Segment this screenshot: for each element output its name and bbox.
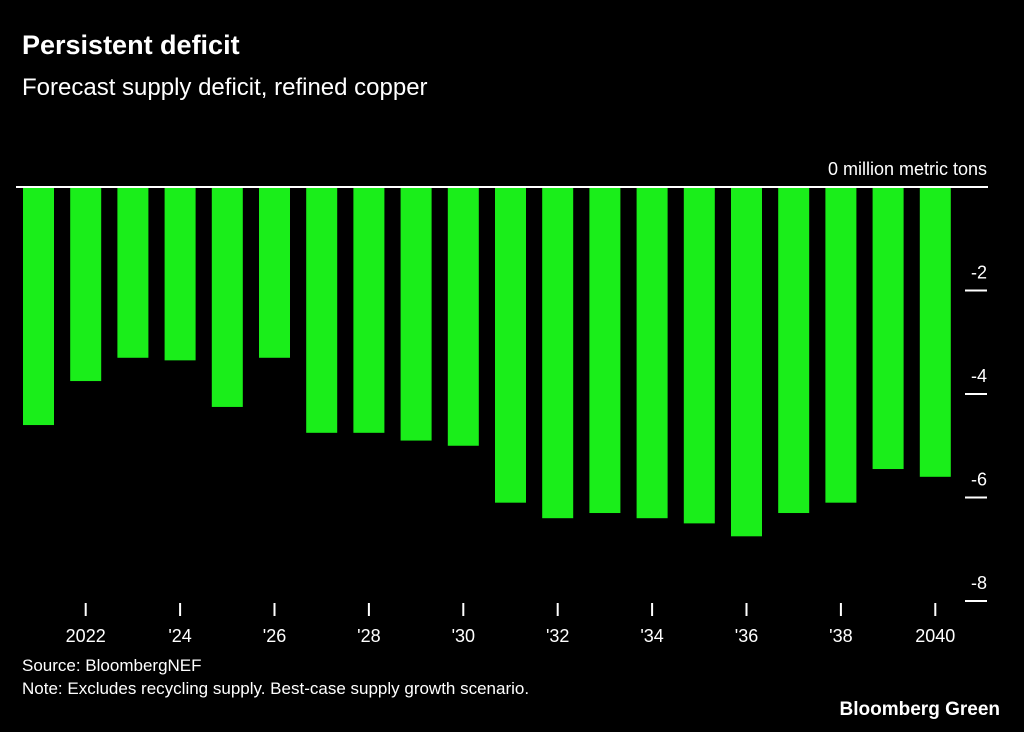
bar-2025 [211, 187, 243, 407]
bar-2034 [636, 187, 668, 519]
y-tick-label: 0 million metric tons [828, 159, 987, 179]
x-tick-label: '26 [263, 626, 286, 646]
x-tick-label: 2040 [915, 626, 955, 646]
bar-2031 [495, 187, 526, 503]
bar-2027 [306, 187, 338, 433]
x-tick-label: '30 [452, 626, 475, 646]
bar-2021 [23, 187, 54, 426]
bar-2026 [259, 187, 290, 358]
y-tick-label: -6 [971, 470, 987, 490]
x-tick-label: '32 [546, 626, 569, 646]
bar-2028 [353, 187, 385, 433]
bar-2024 [164, 187, 196, 361]
bar-2033 [589, 187, 621, 514]
bar-2035 [683, 187, 715, 524]
x-tick-label: 2022 [66, 626, 106, 646]
bar-2029 [400, 187, 432, 441]
bar-2038 [825, 187, 857, 503]
bar-2030 [447, 187, 479, 446]
bar-2040 [919, 187, 951, 477]
y-tick-label: -4 [971, 366, 987, 386]
x-tick-label: '34 [640, 626, 663, 646]
bar-2037 [778, 187, 810, 514]
x-tick-label: '24 [168, 626, 191, 646]
x-tick-label: '38 [829, 626, 852, 646]
bar-2039 [872, 187, 904, 470]
bar-2032 [542, 187, 574, 519]
bloomberg-green-logo: Bloomberg Green [839, 699, 1000, 720]
x-tick-label: '28 [357, 626, 380, 646]
bar-2022 [70, 187, 102, 382]
y-tick-label: -2 [971, 263, 987, 283]
bar-2023 [117, 187, 149, 358]
x-tick-label: '36 [735, 626, 758, 646]
chart-subtitle: Forecast supply deficit, refined copper [22, 74, 428, 101]
footnote: Note: Excludes recycling supply. Best-ca… [22, 679, 530, 698]
bar-2036 [731, 187, 762, 537]
chart-title: Persistent deficit [22, 30, 240, 60]
source-note: Source: BloombergNEF [22, 656, 202, 675]
y-tick-label: -8 [971, 573, 987, 593]
